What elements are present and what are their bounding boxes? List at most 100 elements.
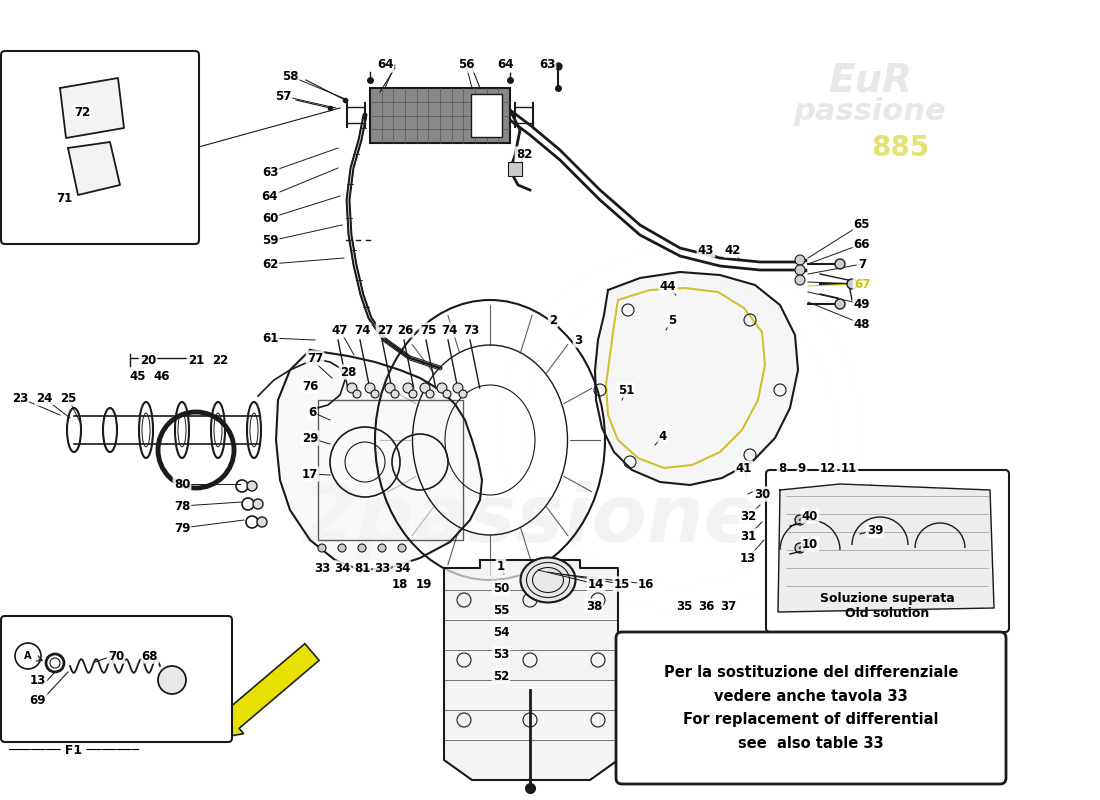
Circle shape — [390, 390, 399, 398]
Circle shape — [346, 383, 358, 393]
Text: 1: 1 — [497, 559, 505, 573]
Text: 67: 67 — [854, 278, 870, 290]
Circle shape — [420, 383, 430, 393]
Text: 57: 57 — [275, 90, 292, 102]
Text: 40: 40 — [802, 510, 818, 522]
Text: 58: 58 — [282, 70, 298, 82]
Text: 13: 13 — [30, 674, 46, 686]
Text: 74: 74 — [441, 323, 458, 337]
Text: 9: 9 — [798, 462, 806, 474]
Text: 15: 15 — [614, 578, 630, 590]
Text: 46: 46 — [154, 370, 170, 382]
Text: 78: 78 — [174, 499, 190, 513]
Text: 37: 37 — [719, 601, 736, 614]
Text: 50: 50 — [493, 582, 509, 594]
Text: 41: 41 — [736, 462, 752, 474]
Text: 81: 81 — [354, 562, 371, 574]
Circle shape — [378, 544, 386, 552]
Bar — [318, 400, 463, 540]
Bar — [471, 94, 502, 137]
Text: 76: 76 — [301, 379, 318, 393]
Text: 35: 35 — [675, 601, 692, 614]
Circle shape — [358, 544, 366, 552]
Circle shape — [795, 275, 805, 285]
Ellipse shape — [520, 558, 575, 602]
Text: 34: 34 — [394, 562, 410, 574]
Text: 75: 75 — [420, 323, 437, 337]
Text: 74: 74 — [354, 323, 371, 337]
Circle shape — [338, 544, 346, 552]
Circle shape — [365, 383, 375, 393]
Polygon shape — [276, 350, 482, 570]
Text: 64: 64 — [497, 58, 514, 71]
Text: 30: 30 — [754, 487, 770, 501]
Circle shape — [257, 517, 267, 527]
Polygon shape — [68, 142, 120, 195]
Text: 63: 63 — [539, 58, 556, 71]
Text: 31: 31 — [740, 530, 756, 542]
Text: 19: 19 — [416, 578, 432, 590]
Circle shape — [253, 499, 263, 509]
Text: 48: 48 — [854, 318, 870, 330]
Text: 12: 12 — [820, 462, 836, 474]
Text: 51: 51 — [618, 383, 635, 397]
Text: passione: passione — [794, 98, 946, 126]
Text: Soluzione superata
Old solution: Soluzione superata Old solution — [821, 592, 955, 620]
Text: 18: 18 — [392, 578, 408, 590]
Text: 20: 20 — [140, 354, 156, 366]
Text: 62: 62 — [262, 258, 278, 270]
Circle shape — [353, 390, 361, 398]
FancyBboxPatch shape — [766, 470, 1009, 632]
Text: 72: 72 — [74, 106, 90, 118]
Circle shape — [437, 383, 447, 393]
Text: 61: 61 — [262, 331, 278, 345]
Text: 79: 79 — [174, 522, 190, 534]
Text: 49: 49 — [854, 298, 870, 310]
Text: 6: 6 — [308, 406, 316, 418]
Circle shape — [443, 390, 451, 398]
Bar — [471, 94, 502, 137]
FancyBboxPatch shape — [1, 51, 199, 244]
Text: 5: 5 — [668, 314, 676, 326]
Text: 45: 45 — [130, 370, 146, 382]
Text: 63: 63 — [262, 166, 278, 178]
Text: 3: 3 — [574, 334, 582, 346]
Text: 11: 11 — [840, 462, 857, 474]
Text: 54: 54 — [493, 626, 509, 638]
Text: 69: 69 — [30, 694, 46, 706]
Text: 44: 44 — [660, 279, 676, 293]
Text: 885: 885 — [871, 134, 930, 162]
Circle shape — [835, 259, 845, 269]
Text: ─────── F1 ───────: ─────── F1 ─────── — [8, 744, 139, 757]
Text: 4: 4 — [659, 430, 667, 442]
Polygon shape — [60, 78, 124, 138]
Text: 24: 24 — [36, 391, 52, 405]
Text: 66: 66 — [854, 238, 870, 250]
Text: 36: 36 — [697, 601, 714, 614]
Text: 2: 2 — [549, 314, 557, 326]
Text: 71: 71 — [56, 191, 73, 205]
Text: 64: 64 — [262, 190, 278, 202]
Bar — [370, 88, 510, 143]
Circle shape — [248, 481, 257, 491]
Text: EuR: EuR — [828, 61, 912, 99]
Text: 13: 13 — [740, 551, 756, 565]
Text: 2passione: 2passione — [300, 481, 759, 559]
Circle shape — [835, 299, 845, 309]
Text: 43: 43 — [697, 243, 714, 257]
Circle shape — [385, 383, 395, 393]
Text: 53: 53 — [493, 647, 509, 661]
Circle shape — [158, 666, 186, 694]
Circle shape — [403, 383, 412, 393]
Circle shape — [795, 265, 805, 275]
Polygon shape — [778, 484, 994, 612]
Circle shape — [453, 383, 463, 393]
Bar — [508, 162, 522, 176]
Circle shape — [318, 544, 326, 552]
Circle shape — [398, 544, 406, 552]
Text: 7: 7 — [858, 258, 866, 270]
Text: 68: 68 — [142, 650, 158, 662]
Text: 21: 21 — [188, 354, 205, 366]
Text: 55: 55 — [493, 603, 509, 617]
Text: 77: 77 — [307, 351, 323, 365]
